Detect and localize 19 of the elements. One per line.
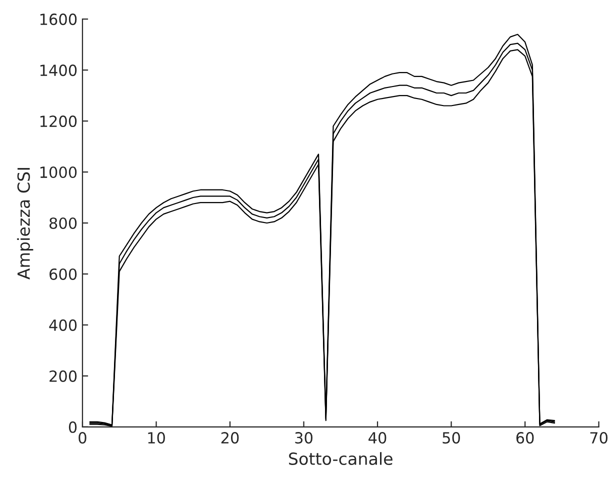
x-axis-title: Sotto-canale (289, 452, 392, 466)
x-tick-label: 50 (442, 432, 460, 444)
y-tick-label: 1000 (40, 166, 77, 178)
x-tick-label: 40 (368, 432, 386, 444)
x-tick-label: 10 (148, 432, 165, 444)
y-tick-label: 200 (50, 370, 77, 382)
x-tick-label: 20 (221, 432, 239, 444)
x-tick-label: 0 (78, 432, 86, 444)
y-tick-label: 600 (50, 268, 77, 280)
y-tick-label: 800 (50, 217, 77, 230)
y-axis-title: Ampiezza CSI (17, 168, 34, 280)
y-tick-label: 1600 (40, 14, 77, 26)
x-tick-label: 70 (590, 432, 608, 444)
y-tick-label: 1200 (40, 116, 77, 128)
y-tick-label: 0 (68, 421, 77, 433)
x-tick-label: 60 (516, 432, 534, 444)
x-tick-label: 30 (295, 432, 312, 444)
y-tick-label: 1400 (40, 64, 77, 76)
y-tick-label: 400 (49, 319, 77, 331)
